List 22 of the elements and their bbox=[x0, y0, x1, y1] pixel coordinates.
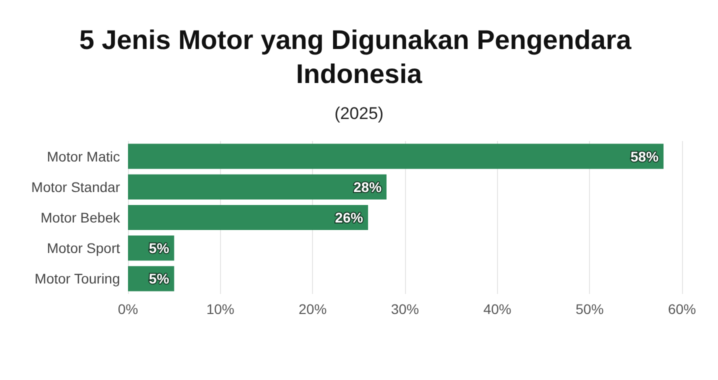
x-tick-label: 30% bbox=[390, 301, 420, 317]
bar bbox=[128, 204, 368, 230]
x-tick-label: 50% bbox=[576, 301, 604, 317]
y-tick-label: Motor Touring bbox=[34, 270, 120, 287]
y-tick-label: Motor Standar bbox=[31, 178, 120, 195]
data-label: 5% bbox=[148, 270, 170, 287]
x-tick-label: 40% bbox=[483, 301, 512, 317]
data-label: 26% bbox=[335, 210, 364, 226]
x-tick-label: 10% bbox=[206, 301, 234, 317]
data-label: 58% bbox=[630, 148, 660, 164]
x-tick-label: 20% bbox=[298, 301, 327, 317]
x-tick-label: 0% bbox=[118, 301, 138, 317]
chart-title: 5 Jenis Motor yang Digunakan Pengendara Indonesia bbox=[79, 25, 639, 89]
y-tick-label: Motor Bebek bbox=[40, 210, 121, 226]
x-tick-label: 60% bbox=[668, 301, 696, 317]
bar bbox=[128, 144, 664, 169]
chart-subtitle: (2025) bbox=[334, 104, 384, 123]
y-tick-label: Motor Sport bbox=[46, 240, 120, 256]
y-tick-label: Motor Matic bbox=[46, 148, 120, 164]
bar bbox=[128, 174, 387, 200]
data-label: 5% bbox=[148, 240, 170, 256]
data-label: 28% bbox=[354, 178, 382, 195]
